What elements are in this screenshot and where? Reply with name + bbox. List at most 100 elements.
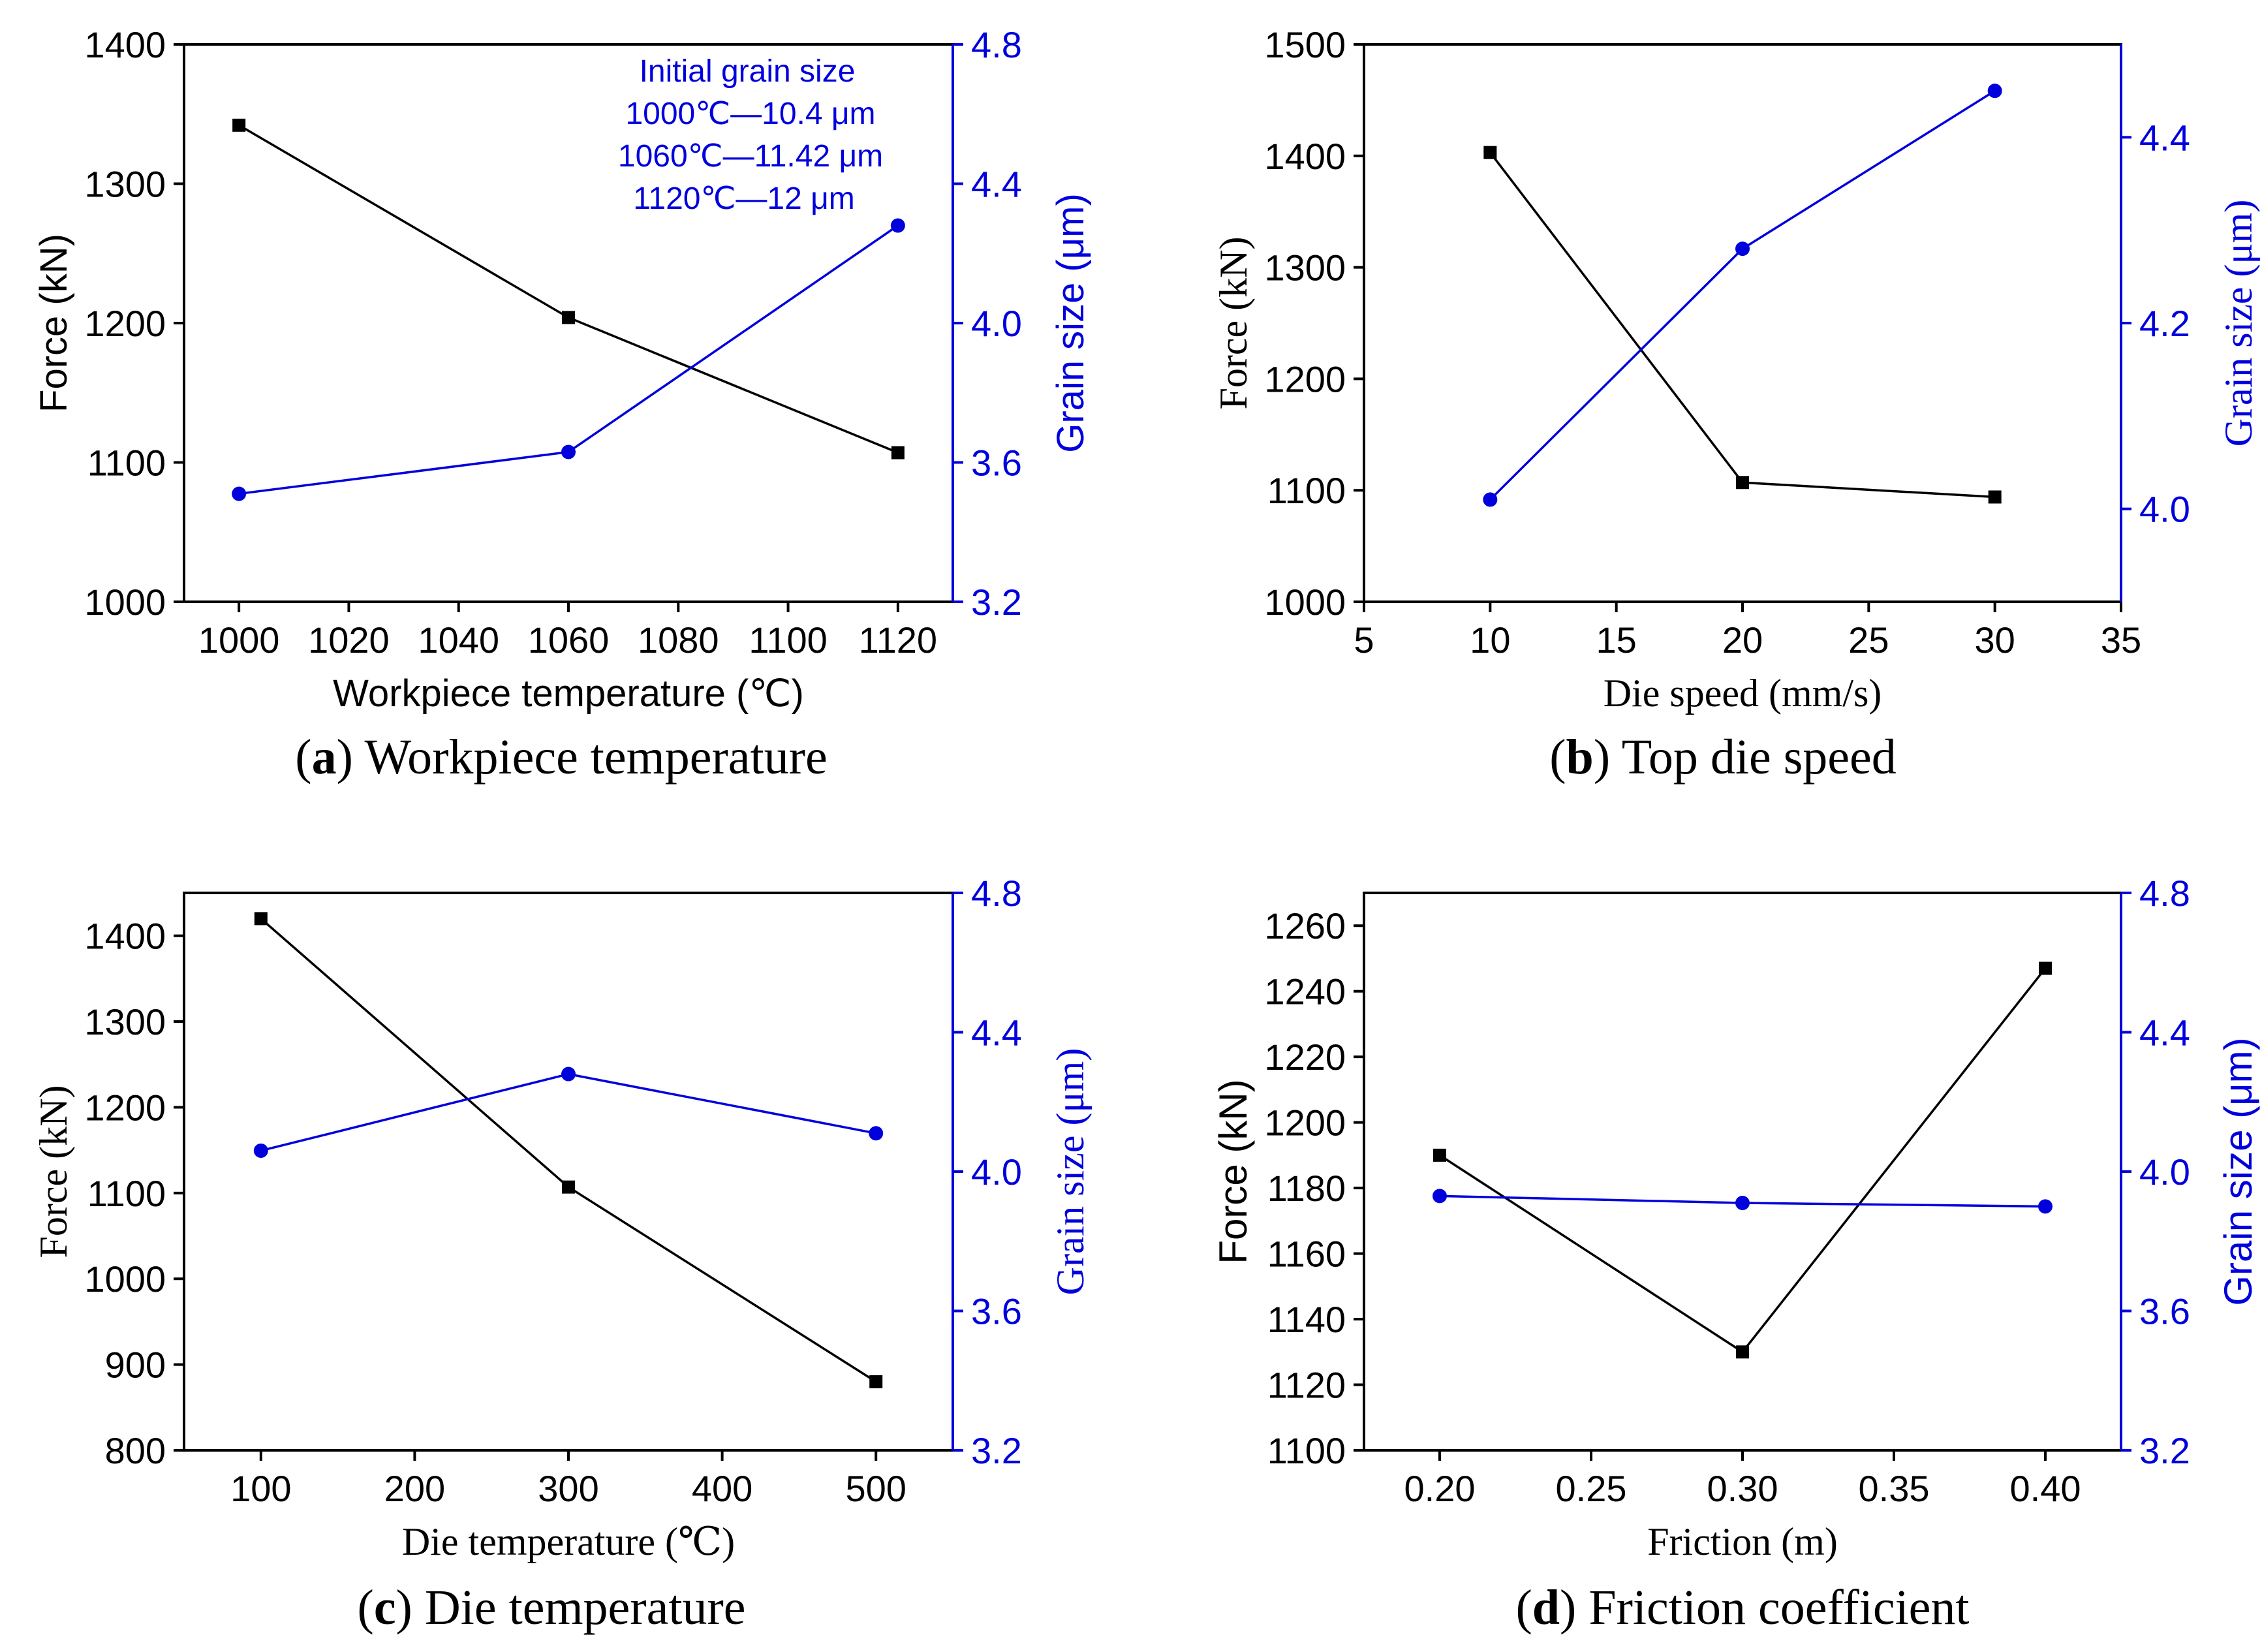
x-tick-label: 1000 [198,619,280,661]
grain-size-point [1433,1189,1447,1204]
plot-frame [1363,43,2122,603]
y-left-tick-label: 1220 [1264,1036,1346,1078]
panel-caption: (d) Friction coefficient [1515,1580,1969,1635]
y-right-tick-label: 4.2 [2139,303,2190,344]
y-right-axis-label: Grain size (μm) [1049,193,1092,453]
force-point [562,311,575,324]
x-tick-label: 5 [1354,619,1374,661]
x-tick-label: 20 [1722,619,1763,661]
y-right-tick-label: 4.8 [2139,873,2190,914]
y-right-tick-label: 3.6 [971,443,1022,484]
caption-text: Workpiece temperature [353,730,828,785]
panel-caption: (c) Die temperature [358,1580,746,1635]
series-line-force [260,918,877,1383]
y-left-tick-label: 1100 [87,1173,166,1214]
annotation-line: 1000℃—10.4 μm [625,97,875,131]
y-right-tick-label: 4.0 [2139,1151,2190,1192]
x-tick-label: 10 [1470,619,1510,661]
x-axis-label: Die temperature (℃) [402,1520,735,1563]
y-left-tick-label: 1300 [1264,247,1346,288]
y-left-axis-label: Force (kN) [32,1085,75,1258]
y-right-tick-label: 4.0 [971,1151,1022,1192]
caption-text: Top die speed [1610,730,1897,785]
series-line-grain-size [260,1072,876,1152]
x-tick-label: 15 [1596,619,1637,661]
force-point [254,912,268,926]
force-point [1483,146,1497,159]
chart-panel-d: 0.20 0.25 0.30 0.35 0.40 1100 1120 1140 1160 1180… [1211,873,2260,1635]
caption-close-paren: ) [1594,730,1610,785]
x-tick-label: 100 [230,1468,291,1509]
y-left-tick-label: 1100 [87,443,166,484]
y-left-tick-label: 1000 [84,1258,166,1300]
force-point [869,1375,883,1388]
y-left-tick-label: 1260 [1264,905,1346,946]
y-left-axis-label: Force (kN) [33,234,75,413]
panel-caption: (a) Workpiece temperature [295,730,827,785]
x-tick-label: 1020 [308,619,390,661]
caption-letter: c [374,1580,396,1635]
y-right-tick-label: 4.8 [971,873,1022,914]
grain-size-point [1483,492,1498,507]
y-left-tick-label: 1400 [84,916,166,957]
y-left-tick-label: 1300 [84,164,166,205]
y-left-tick-label: 1400 [1264,136,1346,177]
y-left-tick-label: 1180 [1267,1168,1346,1209]
grain-size-point [890,218,905,233]
y-right-tick-label: 4.4 [971,1012,1022,1053]
force-point [2039,961,2052,975]
grain-size-point [1987,84,2002,99]
caption-open-paren: ( [295,730,311,785]
y-right-tick-label: 4.8 [971,24,1022,65]
plot-frame [1363,892,2122,1452]
y-right-tick-label: 3.2 [2139,1430,2190,1471]
y-left-tick-label: 1100 [1267,470,1346,511]
caption-open-paren: ( [358,1580,374,1635]
x-tick-label: 400 [692,1468,752,1509]
annotation-line: Initial grain size [640,54,856,89]
caption-open-paren: ( [1515,1580,1532,1635]
y-right-tick-label: 3.2 [971,582,1022,623]
x-tick-label: 1120 [859,619,937,661]
y-left-tick-label: 1240 [1264,971,1346,1012]
grain-size-point [232,486,247,501]
grain-size-point [1735,242,1750,257]
x-tick-label: 35 [2101,619,2141,661]
chart-panel-b: 5 10 15 20 25 30 35 1000 1100 1200 1300 1400 1500 4.0… [1212,24,2260,785]
grain-size-point [561,1067,576,1082]
y-left-tick-label: 1120 [1267,1365,1346,1406]
force-point [232,118,246,132]
y-left-tick-label: 1100 [1267,1430,1346,1471]
y-right-axis-label: Grain size (μm) [2217,200,2260,447]
y-right-tick-label: 3.6 [2139,1291,2190,1332]
x-tick-label: 1040 [418,619,499,661]
grain-size-point [869,1126,884,1141]
force-point [891,446,905,460]
y-right-tick-label: 3.6 [971,1291,1022,1332]
annotation-line: 1120℃—12 μm [633,181,855,216]
x-tick-label: 0.20 [1404,1468,1476,1509]
y-left-tick-label: 900 [105,1345,166,1386]
y-right-axis-label: Grain size (μm) [1049,1048,1092,1296]
x-tick-label: 1080 [638,619,719,661]
x-axis-label: Die speed (mm/s) [1604,672,1882,715]
x-tick-label: 500 [845,1468,906,1509]
y-left-axis-label: Force (kN) [1211,1079,1255,1264]
y-left-tick-label: 1000 [1264,582,1346,623]
y-left-tick-label: 1200 [84,1087,166,1128]
caption-letter: d [1532,1580,1560,1635]
grain-size-point [253,1143,268,1158]
y-right-tick-label: 3.2 [971,1430,1022,1471]
x-tick-label: 1060 [528,619,610,661]
force-point [1736,1345,1749,1359]
caption-text: Die temperature [412,1580,746,1635]
chart-panel-a: 1000 1020 1040 1060 1080 1100 1120 1000 1100 1200… [33,24,1092,785]
grain-size-point [561,444,576,460]
caption-close-paren: ) [396,1580,412,1635]
force-point [1988,490,2002,504]
y-right-tick-label: 4.0 [2139,489,2190,530]
y-left-tick-label: 1200 [84,303,166,344]
y-left-tick-label: 1300 [84,1001,166,1042]
x-tick-label: 0.30 [1707,1468,1778,1509]
caption-letter: b [1566,730,1594,785]
